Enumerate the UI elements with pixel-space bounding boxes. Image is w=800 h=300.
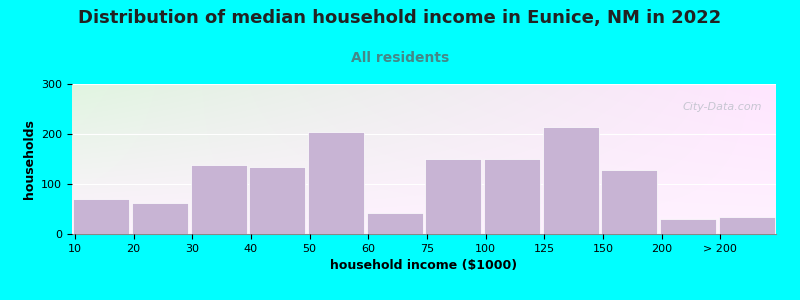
Bar — [602, 170, 658, 234]
Bar — [660, 219, 716, 234]
Bar — [718, 217, 774, 234]
Bar — [366, 213, 422, 234]
Bar — [132, 203, 188, 234]
Bar — [542, 127, 598, 234]
Y-axis label: households: households — [22, 119, 35, 199]
Bar — [190, 165, 246, 234]
Text: All residents: All residents — [351, 51, 449, 65]
Bar — [74, 199, 129, 234]
Text: City-Data.com: City-Data.com — [682, 102, 762, 112]
Bar — [250, 167, 305, 234]
Bar — [484, 159, 540, 234]
Bar — [308, 131, 364, 234]
X-axis label: household income ($1000): household income ($1000) — [330, 259, 518, 272]
Bar — [426, 159, 482, 234]
Text: Distribution of median household income in Eunice, NM in 2022: Distribution of median household income … — [78, 9, 722, 27]
